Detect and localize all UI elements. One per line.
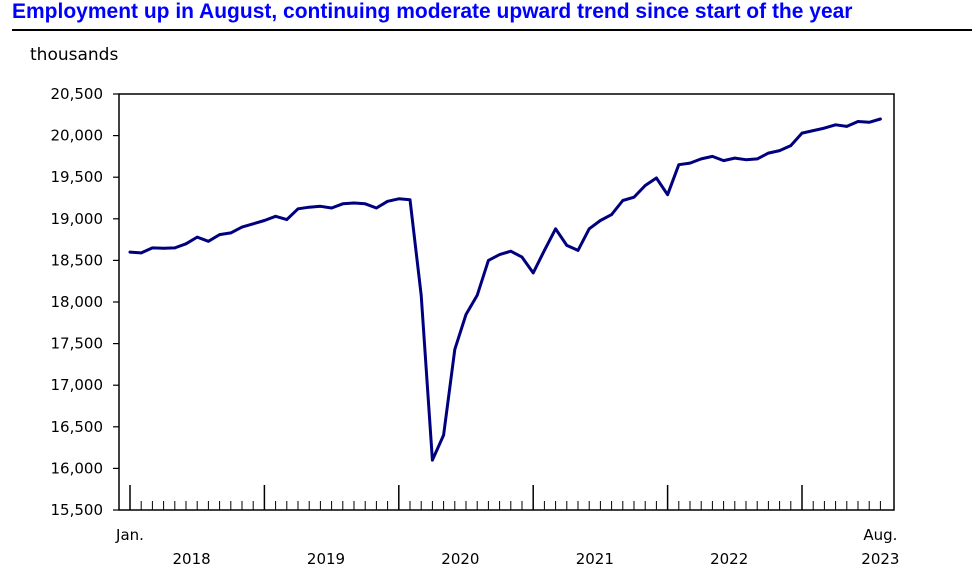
x-year-label: 2020 (441, 550, 479, 568)
y-tick-label: 18,000 (51, 293, 104, 311)
data-point (677, 163, 681, 167)
y-tick-label: 20,500 (51, 85, 104, 103)
data-point (520, 255, 524, 259)
y-tick-label: 19,000 (51, 210, 104, 228)
data-point (845, 125, 849, 128)
data-point (274, 215, 277, 218)
x-year-label: 2019 (307, 550, 345, 568)
data-point (811, 129, 815, 132)
data-point (296, 207, 300, 211)
data-point (688, 161, 692, 165)
data-point (498, 253, 501, 256)
data-point (363, 202, 367, 206)
data-point (151, 246, 154, 250)
data-point (610, 213, 613, 216)
data-point (565, 244, 569, 247)
data-point (778, 149, 781, 152)
data-point (475, 294, 479, 297)
data-point (285, 218, 289, 221)
data-point (319, 205, 322, 208)
data-point (666, 193, 669, 196)
x-end-month-label: Aug. (863, 526, 897, 544)
y-tick-label: 17,000 (51, 376, 104, 394)
data-point (733, 156, 737, 160)
data-point (207, 239, 210, 243)
data-point (699, 157, 703, 161)
data-point (800, 131, 804, 135)
data-point (251, 222, 255, 226)
x-year-label: 2018 (173, 550, 211, 568)
data-point (767, 151, 770, 155)
data-point (823, 126, 826, 130)
data-point (330, 206, 333, 210)
data-point (128, 250, 132, 254)
data-point (587, 227, 591, 231)
data-point (341, 202, 345, 206)
data-point (867, 120, 871, 124)
data-point (464, 313, 468, 316)
plot-area (118, 93, 895, 511)
data-point (856, 120, 860, 123)
y-tick-label: 16,500 (51, 418, 104, 436)
data-point (218, 233, 221, 236)
data-point (643, 184, 647, 187)
data-point (162, 247, 165, 250)
data-point (789, 144, 793, 147)
y-tick-label: 20,000 (51, 127, 104, 145)
data-point (632, 195, 636, 199)
data-point (453, 348, 457, 351)
title-divider (12, 29, 972, 31)
x-axis: Jan. Aug. 2018 2019 2020 2021 2022 2023 (115, 485, 899, 568)
x-start-month-label: Jan. (115, 526, 144, 544)
data-point (375, 206, 378, 210)
data-point (307, 205, 311, 209)
y-axis: 20,500 20,000 19,500 19,000 18,500 18,000 17,5… (51, 85, 119, 519)
data-point (431, 458, 434, 462)
data-point (834, 123, 837, 127)
data-point (184, 242, 188, 246)
y-tick-label: 19,500 (51, 168, 104, 186)
data-point (263, 219, 266, 222)
data-point (543, 249, 546, 252)
y-tick-label: 18,500 (51, 251, 104, 269)
data-point (711, 155, 714, 158)
data-point (229, 231, 233, 235)
data-point (386, 200, 389, 203)
series-line-group (128, 117, 882, 462)
data-point (442, 433, 445, 437)
data-point (173, 246, 177, 250)
data-point (240, 225, 244, 229)
y-tick-label: 16,000 (51, 459, 104, 477)
data-point (621, 199, 625, 202)
data-point (722, 159, 725, 162)
data-point (139, 251, 143, 255)
data-point (397, 197, 401, 201)
data-point (599, 219, 602, 222)
data-point (487, 259, 490, 262)
data-point (744, 158, 748, 162)
employment-series-line (128, 117, 882, 462)
data-point (755, 157, 759, 161)
data-point (531, 271, 535, 275)
data-point (576, 249, 580, 252)
data-point (879, 117, 882, 121)
chart-title: Employment up in August, continuing mode… (12, 0, 853, 23)
data-point (408, 198, 412, 201)
x-year-label: 2023 (861, 550, 899, 568)
data-point (554, 227, 557, 231)
y-tick-label: 15,500 (51, 501, 104, 519)
data-point (195, 235, 199, 239)
x-year-label: 2021 (576, 550, 614, 568)
data-point (419, 294, 423, 297)
data-point (352, 201, 356, 205)
data-point (655, 176, 658, 180)
y-tick-label: 17,500 (51, 335, 104, 353)
data-point (509, 249, 513, 253)
x-year-label: 2022 (710, 550, 748, 568)
y-axis-unit-label: thousands (30, 45, 118, 65)
